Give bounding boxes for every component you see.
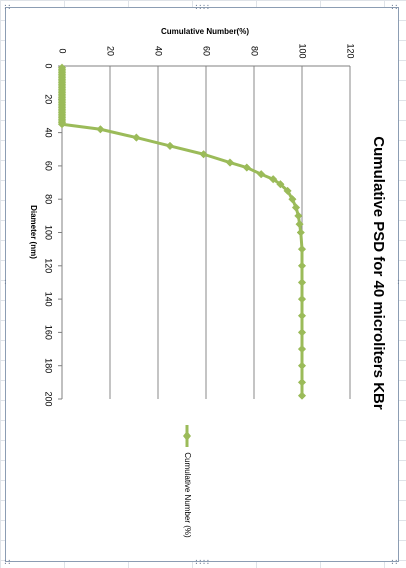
data-point [294,211,303,221]
data-point [297,378,307,387]
data-point [257,170,266,179]
y-tick-label: 100 [298,43,308,58]
resize-handle-top-right[interactable]: :: [390,2,399,11]
data-point [297,344,307,354]
data-point [225,158,235,167]
data-point [165,141,175,151]
data-point [297,261,307,270]
data-point [297,391,307,400]
data-point [96,125,105,134]
data-point [297,361,307,370]
x-tick-label: 120 [44,258,54,273]
resize-handle-bottom-left[interactable]: :: [3,557,12,566]
x-tick-label: 20 [44,94,54,104]
x-tick-label: 140 [44,292,54,307]
x-axis-title: Diameter (nm) [29,205,38,259]
resize-handle-right[interactable]: : [396,277,401,286]
x-tick-label: 180 [44,358,54,373]
y-tick-label: 0 [58,48,68,53]
resize-handle-bottom[interactable]: :::: [194,557,210,566]
legend-label: Cumulative Number (%) [183,452,192,538]
y-axis-title: Cumulative Number(%) [161,27,249,36]
data-point [132,133,141,142]
x-tick-label: 160 [44,325,54,340]
data-point [276,180,285,189]
chart-object[interactable]: :::: :::: : : :: :: :: :: [3,3,401,566]
y-tick-label: 40 [154,46,164,56]
x-tick-label: 40 [44,128,54,138]
data-point [297,328,307,337]
resize-handle-top-left[interactable]: :: [3,2,12,11]
x-tick-label: 200 [44,391,54,406]
data-point [288,195,297,204]
axes [58,65,350,400]
gridlines [61,66,351,399]
legend-marker [183,431,191,441]
resize-handle-bottom-right[interactable]: :: [390,557,399,566]
y-tick-label: 20 [106,46,116,56]
data-point [297,294,307,304]
data-point [269,175,278,184]
data-point [295,220,304,229]
resize-handle-top[interactable]: :::: [194,2,210,11]
chart-title: Cumulative PSD for 40 microliters KBr [370,136,387,410]
series-layer [57,63,307,400]
y-tick-label: 80 [250,46,260,56]
y-tick-label: 60 [202,46,212,56]
x-tick-label: 100 [44,225,54,240]
series-line [60,66,304,398]
resize-handle-left[interactable]: : [3,277,8,286]
x-tick-label: 80 [44,194,54,204]
data-point [242,163,251,172]
text-layer: 0 20 40 60 80 100 120 140 160 180 200 0 20 40 60 80 100 1… [29,27,387,538]
data-point [297,311,307,320]
data-point [291,203,301,212]
x-tick-label: 60 [44,161,54,171]
data-point [297,278,307,287]
data-point [283,186,292,196]
data-point [57,120,67,129]
x-tick-label: 0 [44,63,54,68]
data-point [199,150,208,159]
data-point [297,244,307,254]
data-point [296,228,305,237]
y-tick-label: 120 [346,43,356,58]
